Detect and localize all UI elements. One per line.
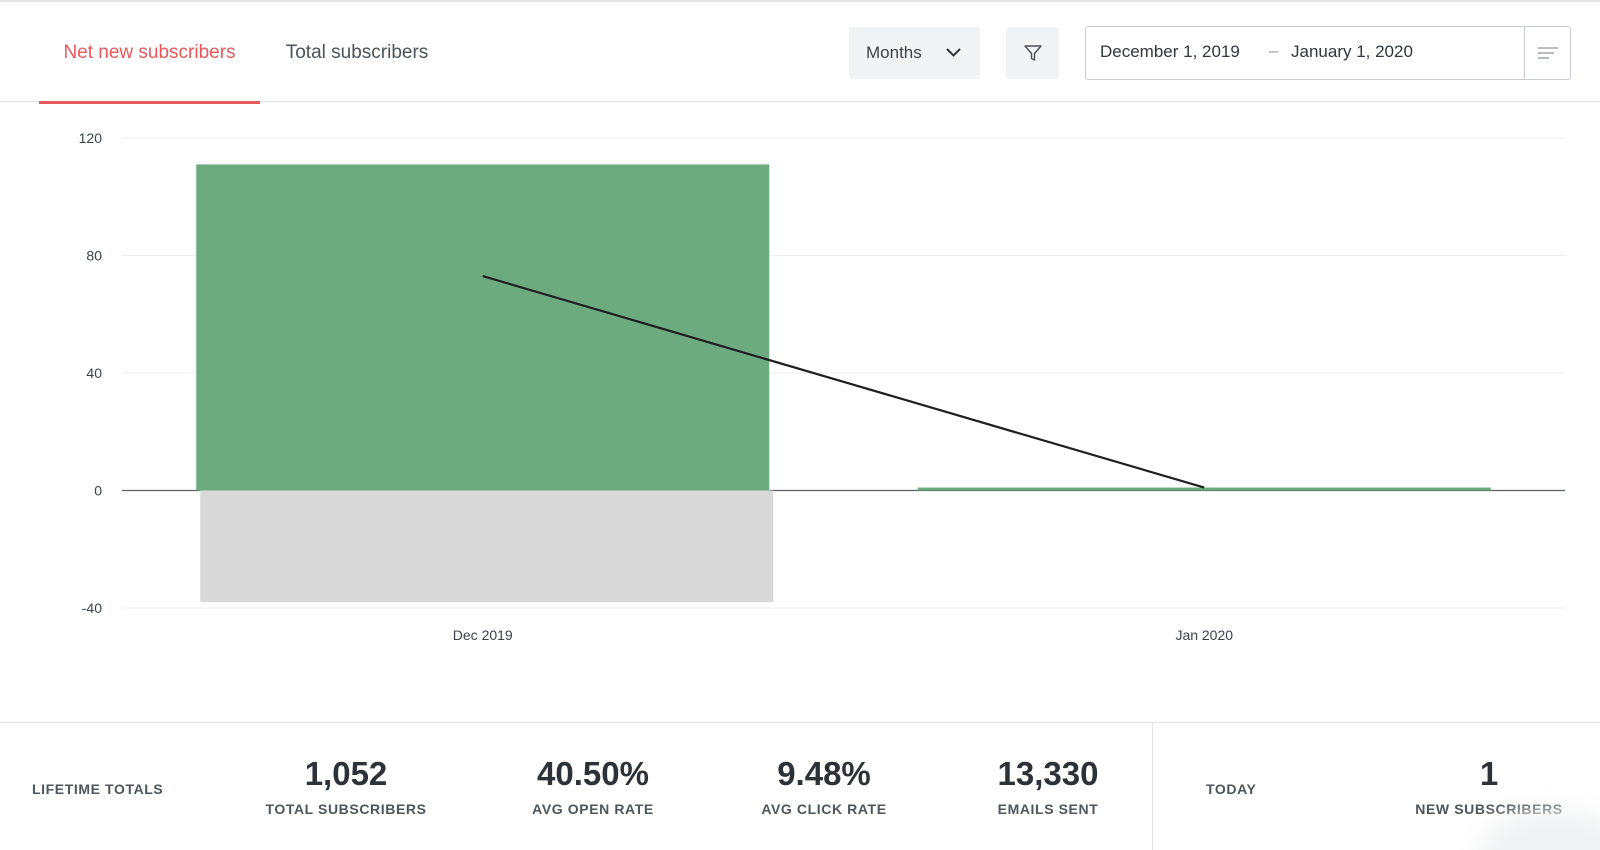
filter-icon <box>1023 45 1042 61</box>
stat-label: TOTAL SUBSCRIBERS <box>265 801 427 817</box>
stat-value: 1,052 <box>304 755 388 792</box>
y-tick-label: 0 <box>94 483 102 499</box>
stat-label: AVG CLICK RATE <box>761 801 887 817</box>
date-range-menu-button[interactable] <box>1524 27 1570 79</box>
chevron-down-icon <box>946 48 961 57</box>
stat-value: 13,330 <box>997 755 1099 792</box>
stat-value: 9.48% <box>777 755 871 792</box>
stat-avg-click-rate: 9.48% AVG CLICK RATE <box>724 755 924 817</box>
stat-emails-sent: 13,330 EMAILS SENT <box>948 755 1148 817</box>
tab-total-subscribers[interactable]: Total subscribers <box>285 41 429 63</box>
loss-bar <box>200 490 774 603</box>
date-separator: – <box>1269 41 1279 60</box>
stat-avg-open-rate: 40.50% AVG OPEN RATE <box>493 755 693 817</box>
lifetime-totals-label: LIFETIME TOTALS <box>32 781 164 797</box>
stat-total-subscribers: 1,052 TOTAL SUBSCRIBERS <box>246 755 446 817</box>
stat-value: 40.50% <box>537 755 649 792</box>
stat-new-subscribers-today: 1 NEW SUBSCRIBERS <box>1389 755 1589 817</box>
stat-value: 1 <box>1479 755 1499 792</box>
filter-button[interactable] <box>1006 27 1059 79</box>
y-tick-label: 120 <box>79 130 103 146</box>
gain-bar <box>917 487 1491 491</box>
x-tick-label: Jan 2020 <box>1175 627 1233 643</box>
trend-line <box>482 275 1205 489</box>
x-tick-label: Dec 2019 <box>453 627 513 643</box>
footer-divider <box>1152 723 1153 850</box>
date-range-picker[interactable]: December 1, 2019 – January 1, 2020 <box>1085 26 1571 80</box>
date-from[interactable]: December 1, 2019 <box>1100 42 1240 61</box>
stat-label: AVG OPEN RATE <box>532 801 654 817</box>
menu-lines-icon <box>1537 47 1558 59</box>
report-header: Net new subscribers Total subscribers Mo… <box>0 0 1600 104</box>
period-select-label: Months <box>866 43 922 62</box>
net-subscribers-chart: 120 80 40 0 -40 Dec 2019 Jan 2020 <box>79 130 1565 643</box>
stat-label: EMAILS SENT <box>997 801 1099 817</box>
today-label: TODAY <box>1206 781 1257 797</box>
period-select[interactable]: Months <box>849 27 980 79</box>
y-tick-label: 80 <box>86 248 102 264</box>
y-tick-label: 40 <box>86 365 102 381</box>
date-to[interactable]: January 1, 2020 <box>1291 42 1413 61</box>
tab-net-new-subscribers[interactable]: Net new subscribers <box>39 2 260 104</box>
stats-footer: LIFETIME TOTALS 1,052 TOTAL SUBSCRIBERS … <box>0 722 1600 850</box>
y-tick-label: -40 <box>82 600 102 616</box>
gain-bar <box>196 164 770 491</box>
